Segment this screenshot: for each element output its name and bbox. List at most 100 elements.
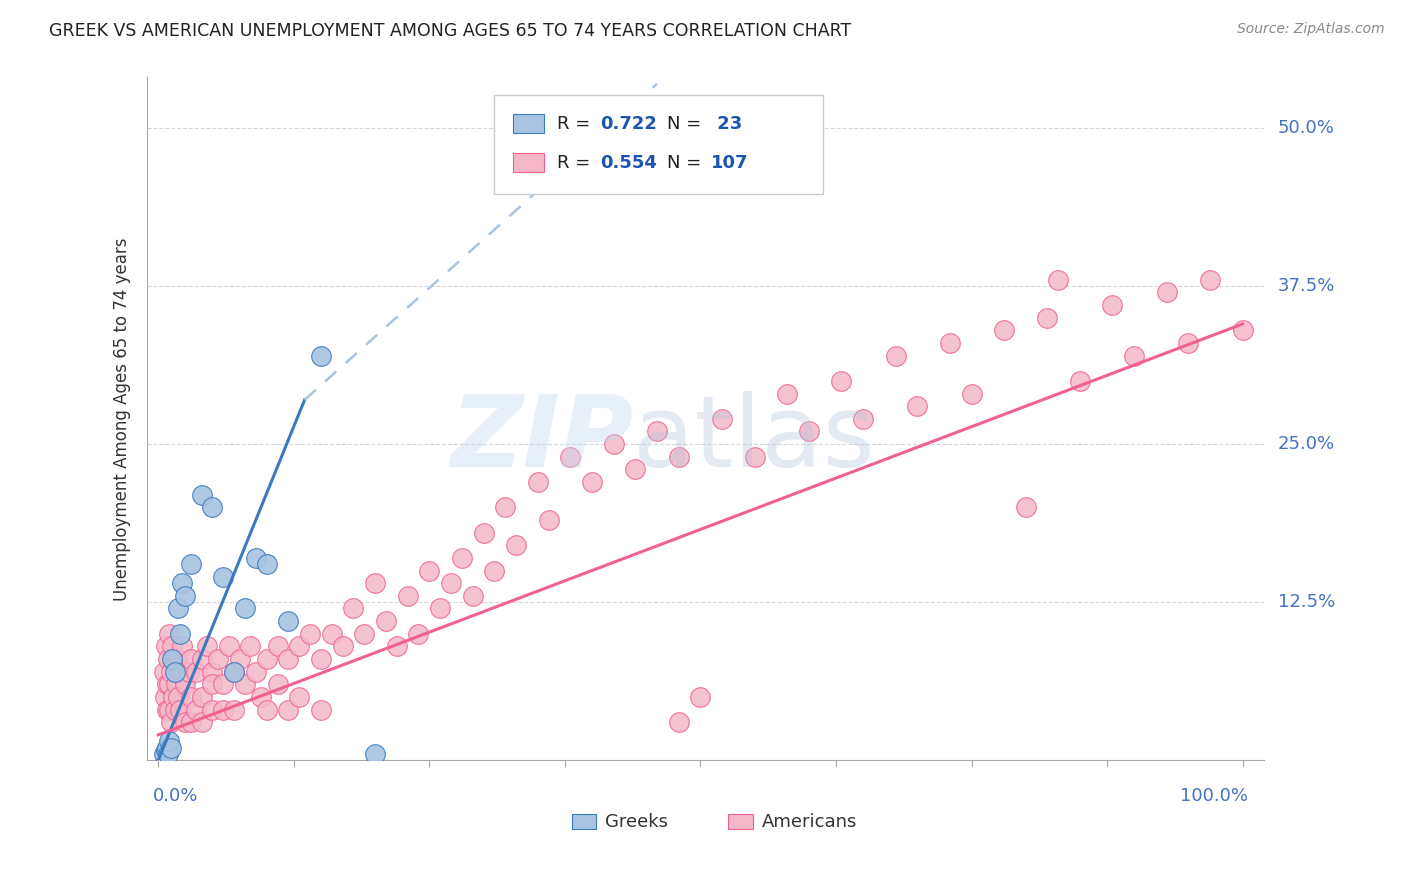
Point — [288, 640, 311, 654]
Point — [689, 690, 711, 704]
Point — [993, 323, 1015, 337]
Point — [180, 715, 202, 730]
Point — [385, 640, 408, 654]
Text: 23: 23 — [711, 115, 742, 133]
Point — [484, 564, 506, 578]
Point — [1123, 349, 1146, 363]
Point — [160, 740, 183, 755]
Text: N =: N = — [666, 153, 707, 172]
Point — [156, 652, 179, 666]
Point — [884, 349, 907, 363]
FancyBboxPatch shape — [494, 95, 823, 194]
Point — [174, 589, 197, 603]
Point — [939, 335, 962, 350]
Text: Americans: Americans — [762, 813, 858, 830]
Text: 50.0%: 50.0% — [1278, 119, 1334, 137]
Point — [186, 665, 208, 679]
Point — [174, 715, 197, 730]
Point — [157, 734, 180, 748]
Point — [163, 703, 186, 717]
Point — [165, 677, 187, 691]
Point — [212, 703, 235, 717]
Point — [245, 665, 267, 679]
Point — [905, 399, 928, 413]
Point — [776, 386, 799, 401]
Point — [711, 412, 734, 426]
Text: R =: R = — [557, 115, 596, 133]
Point — [472, 525, 495, 540]
Text: R =: R = — [557, 153, 596, 172]
Point — [1069, 374, 1091, 388]
Point — [581, 475, 603, 489]
Point — [207, 652, 229, 666]
Text: Source: ZipAtlas.com: Source: ZipAtlas.com — [1237, 22, 1385, 37]
Point — [266, 640, 288, 654]
Point — [190, 488, 212, 502]
Point — [494, 500, 516, 515]
Text: Greeks: Greeks — [606, 813, 668, 830]
Point — [1199, 273, 1222, 287]
Point — [1177, 335, 1199, 350]
Point — [461, 589, 484, 603]
Point — [288, 690, 311, 704]
Point — [224, 665, 246, 679]
Point — [364, 747, 387, 761]
Point — [174, 677, 197, 691]
Point — [364, 576, 387, 591]
Point — [201, 677, 224, 691]
Point — [830, 374, 852, 388]
Point — [162, 640, 184, 654]
Point — [186, 703, 208, 717]
Point — [166, 690, 188, 704]
Point — [245, 550, 267, 565]
Point — [299, 626, 322, 640]
Point — [250, 690, 273, 704]
Point — [440, 576, 463, 591]
Point — [1232, 323, 1254, 337]
Point — [744, 450, 766, 464]
Point — [156, 703, 179, 717]
Point — [645, 425, 668, 439]
Point — [180, 690, 202, 704]
Bar — [572, 814, 596, 830]
Point — [190, 715, 212, 730]
Point — [408, 626, 430, 640]
Bar — [513, 153, 544, 172]
Point — [212, 677, 235, 691]
Point — [155, 743, 177, 757]
Point — [624, 462, 647, 476]
Point — [526, 475, 548, 489]
Point — [239, 640, 262, 654]
Point — [162, 690, 184, 704]
Y-axis label: Unemployment Among Ages 65 to 74 years: Unemployment Among Ages 65 to 74 years — [114, 237, 131, 600]
Bar — [513, 114, 544, 134]
Point — [537, 513, 560, 527]
Point — [256, 558, 278, 572]
Point — [309, 703, 332, 717]
Point — [218, 640, 240, 654]
Text: 100.0%: 100.0% — [1180, 788, 1249, 805]
Point — [353, 626, 375, 640]
Point — [156, 677, 179, 691]
Point — [152, 665, 174, 679]
Point — [156, 747, 179, 761]
Text: ZIP: ZIP — [450, 391, 633, 488]
Point — [157, 626, 180, 640]
Point — [152, 747, 174, 761]
Point — [1047, 273, 1070, 287]
Point — [429, 601, 451, 615]
Point — [228, 652, 250, 666]
Point — [321, 626, 343, 640]
Point — [180, 652, 202, 666]
Point — [201, 703, 224, 717]
Point — [602, 437, 624, 451]
Point — [169, 626, 191, 640]
Point — [201, 665, 224, 679]
Point — [163, 652, 186, 666]
Point — [163, 665, 186, 679]
Point — [668, 715, 690, 730]
Point — [233, 677, 256, 691]
Text: 0.0%: 0.0% — [153, 788, 198, 805]
Point — [169, 703, 191, 717]
Text: 107: 107 — [711, 153, 749, 172]
